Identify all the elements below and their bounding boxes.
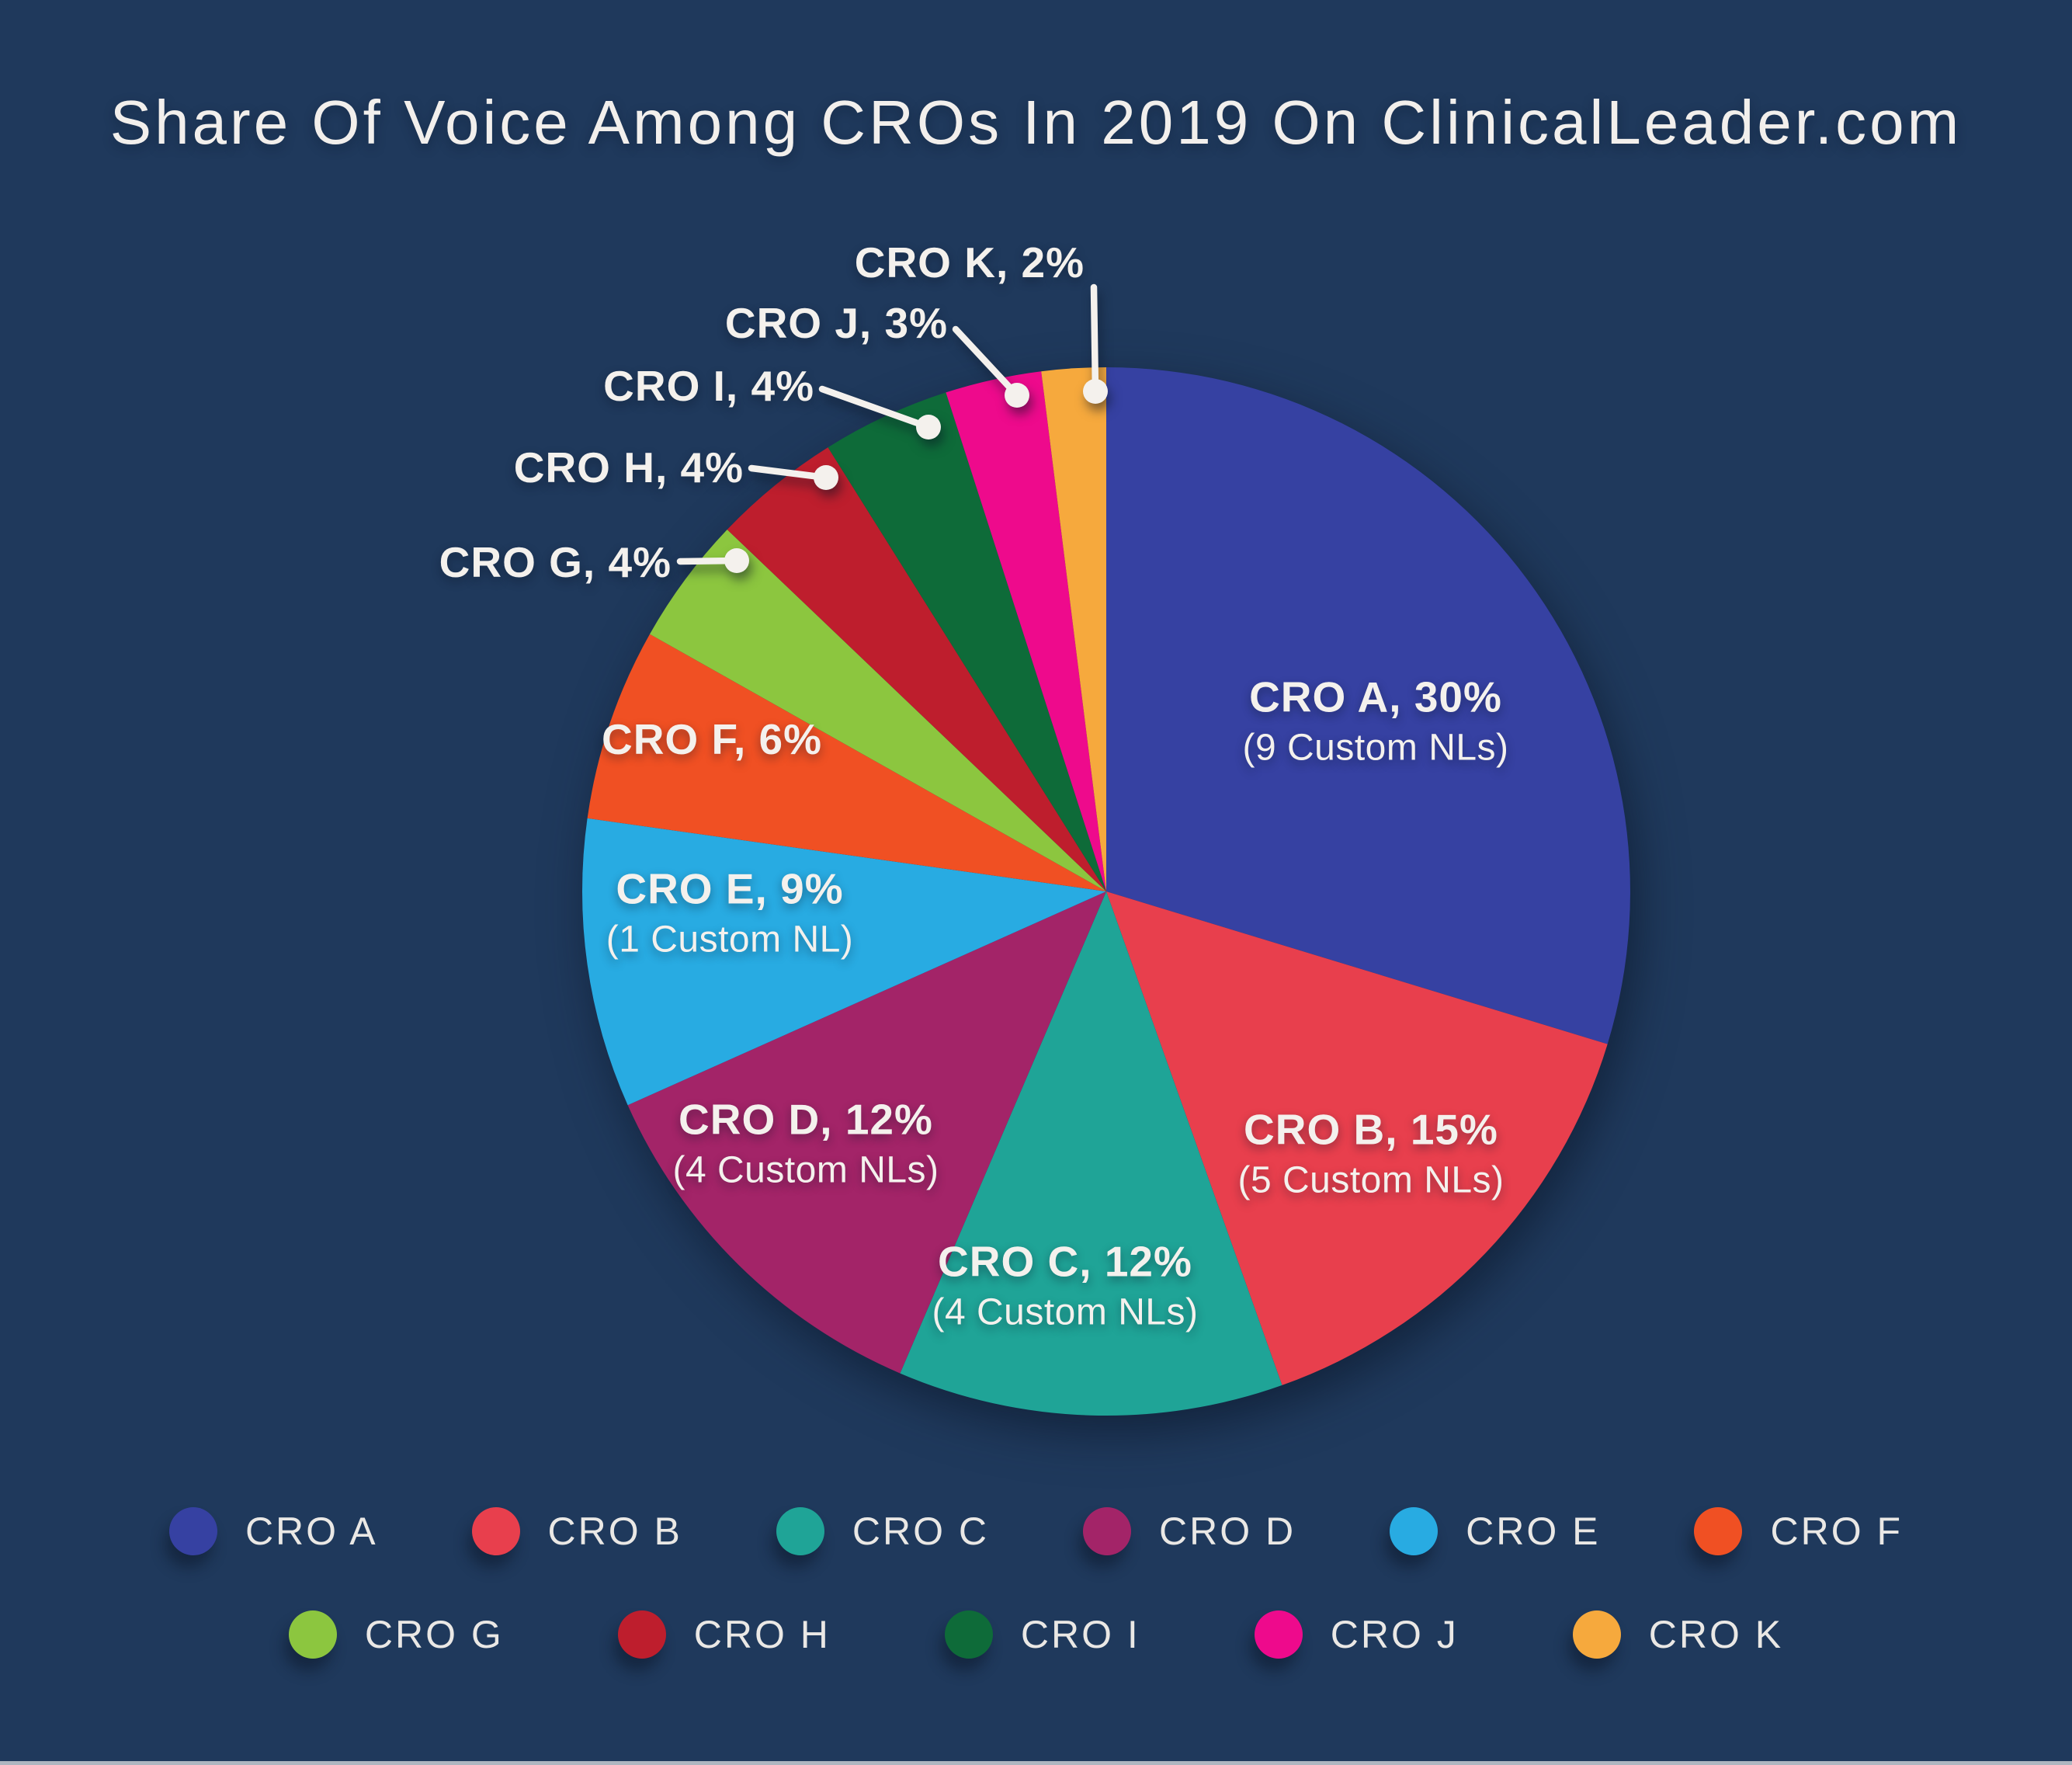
legend-label-cro-j: CRO J — [1330, 1613, 1459, 1656]
pie-slice-cro-a — [1106, 367, 1630, 1044]
pie-slice-cro-b — [1106, 891, 1608, 1385]
pie-slices — [581, 367, 1630, 1416]
legend-item-cro-b: CRO B — [471, 1507, 682, 1555]
pie-slice-cro-j — [946, 371, 1106, 891]
legend-dot-cro-g — [288, 1610, 337, 1659]
leader-dot-cro-g — [724, 548, 749, 573]
leader-dot-cro-i — [916, 415, 941, 440]
legend-item-cro-h: CRO H — [617, 1610, 831, 1659]
leader-dot-cro-k — [1083, 379, 1108, 404]
pie-slice-cro-d — [627, 891, 1106, 1374]
legend-dot-cro-e — [1390, 1507, 1439, 1555]
legend-dot-cro-d — [1083, 1507, 1132, 1555]
legend-label-cro-i: CRO I — [1020, 1613, 1140, 1656]
legend-label-cro-k: CRO K — [1648, 1613, 1784, 1656]
legend-label-cro-b: CRO B — [547, 1510, 682, 1553]
legend-dot-cro-f — [1694, 1507, 1743, 1555]
pie-slice-cro-k — [1041, 367, 1106, 891]
pie-slice-cro-i — [828, 392, 1106, 891]
legend-dot-cro-b — [471, 1507, 520, 1555]
leader-line-cro-h — [748, 464, 830, 481]
legend-label-cro-g: CRO G — [364, 1613, 504, 1656]
pie-slice-cro-f — [587, 634, 1106, 891]
callout-lines — [676, 283, 1108, 573]
legend-label-cro-c: CRO C — [852, 1510, 990, 1553]
legend-label-cro-e: CRO E — [1466, 1510, 1601, 1553]
pie-slice-cro-h — [727, 447, 1106, 891]
legend-item-cro-d: CRO D — [1083, 1507, 1296, 1555]
chart-title: Share Of Voice Among CROs In 2019 On Cli… — [109, 88, 1963, 157]
legend-dot-cro-k — [1572, 1610, 1621, 1659]
legend-item-cro-i: CRO I — [944, 1610, 1140, 1659]
legend-dot-cro-i — [944, 1610, 993, 1659]
legend-dot-cro-j — [1254, 1610, 1303, 1659]
legend-label-cro-d: CRO D — [1159, 1510, 1296, 1553]
legend-item-cro-c: CRO C — [776, 1507, 989, 1555]
leader-line-cro-i — [818, 385, 932, 431]
leader-dot-cro-j — [1005, 383, 1029, 408]
leader-dot-cro-h — [814, 465, 838, 490]
pie-slice-cro-c — [900, 891, 1282, 1416]
legend-item-cro-f: CRO F — [1694, 1507, 1903, 1555]
legend-label-cro-f: CRO F — [1770, 1510, 1904, 1553]
legend-row-2: CRO G CRO H CRO I CRO J CRO K — [0, 1610, 2072, 1659]
pie-slice-cro-e — [581, 818, 1106, 1106]
legend-label-cro-h: CRO H — [693, 1613, 831, 1656]
legend-dot-cro-c — [776, 1507, 824, 1555]
pie-slice-cro-g — [650, 530, 1106, 891]
legend-dot-cro-h — [617, 1610, 666, 1659]
legend-label-cro-a: CRO A — [245, 1510, 378, 1553]
legend-item-cro-a: CRO A — [168, 1507, 378, 1555]
leader-line-cro-j — [952, 325, 1021, 399]
legend-item-cro-g: CRO G — [288, 1610, 504, 1659]
legend-row-1: CRO A CRO B CRO C CRO D CRO E CRO F — [0, 1507, 2072, 1555]
legend-item-cro-j: CRO J — [1254, 1610, 1459, 1659]
screenshot-bottom-edge — [0, 1761, 2072, 1765]
legend-item-cro-e: CRO E — [1390, 1507, 1600, 1555]
legend-dot-cro-a — [168, 1507, 217, 1555]
legend-item-cro-k: CRO K — [1572, 1610, 1784, 1659]
leader-line-cro-k — [1090, 283, 1099, 395]
